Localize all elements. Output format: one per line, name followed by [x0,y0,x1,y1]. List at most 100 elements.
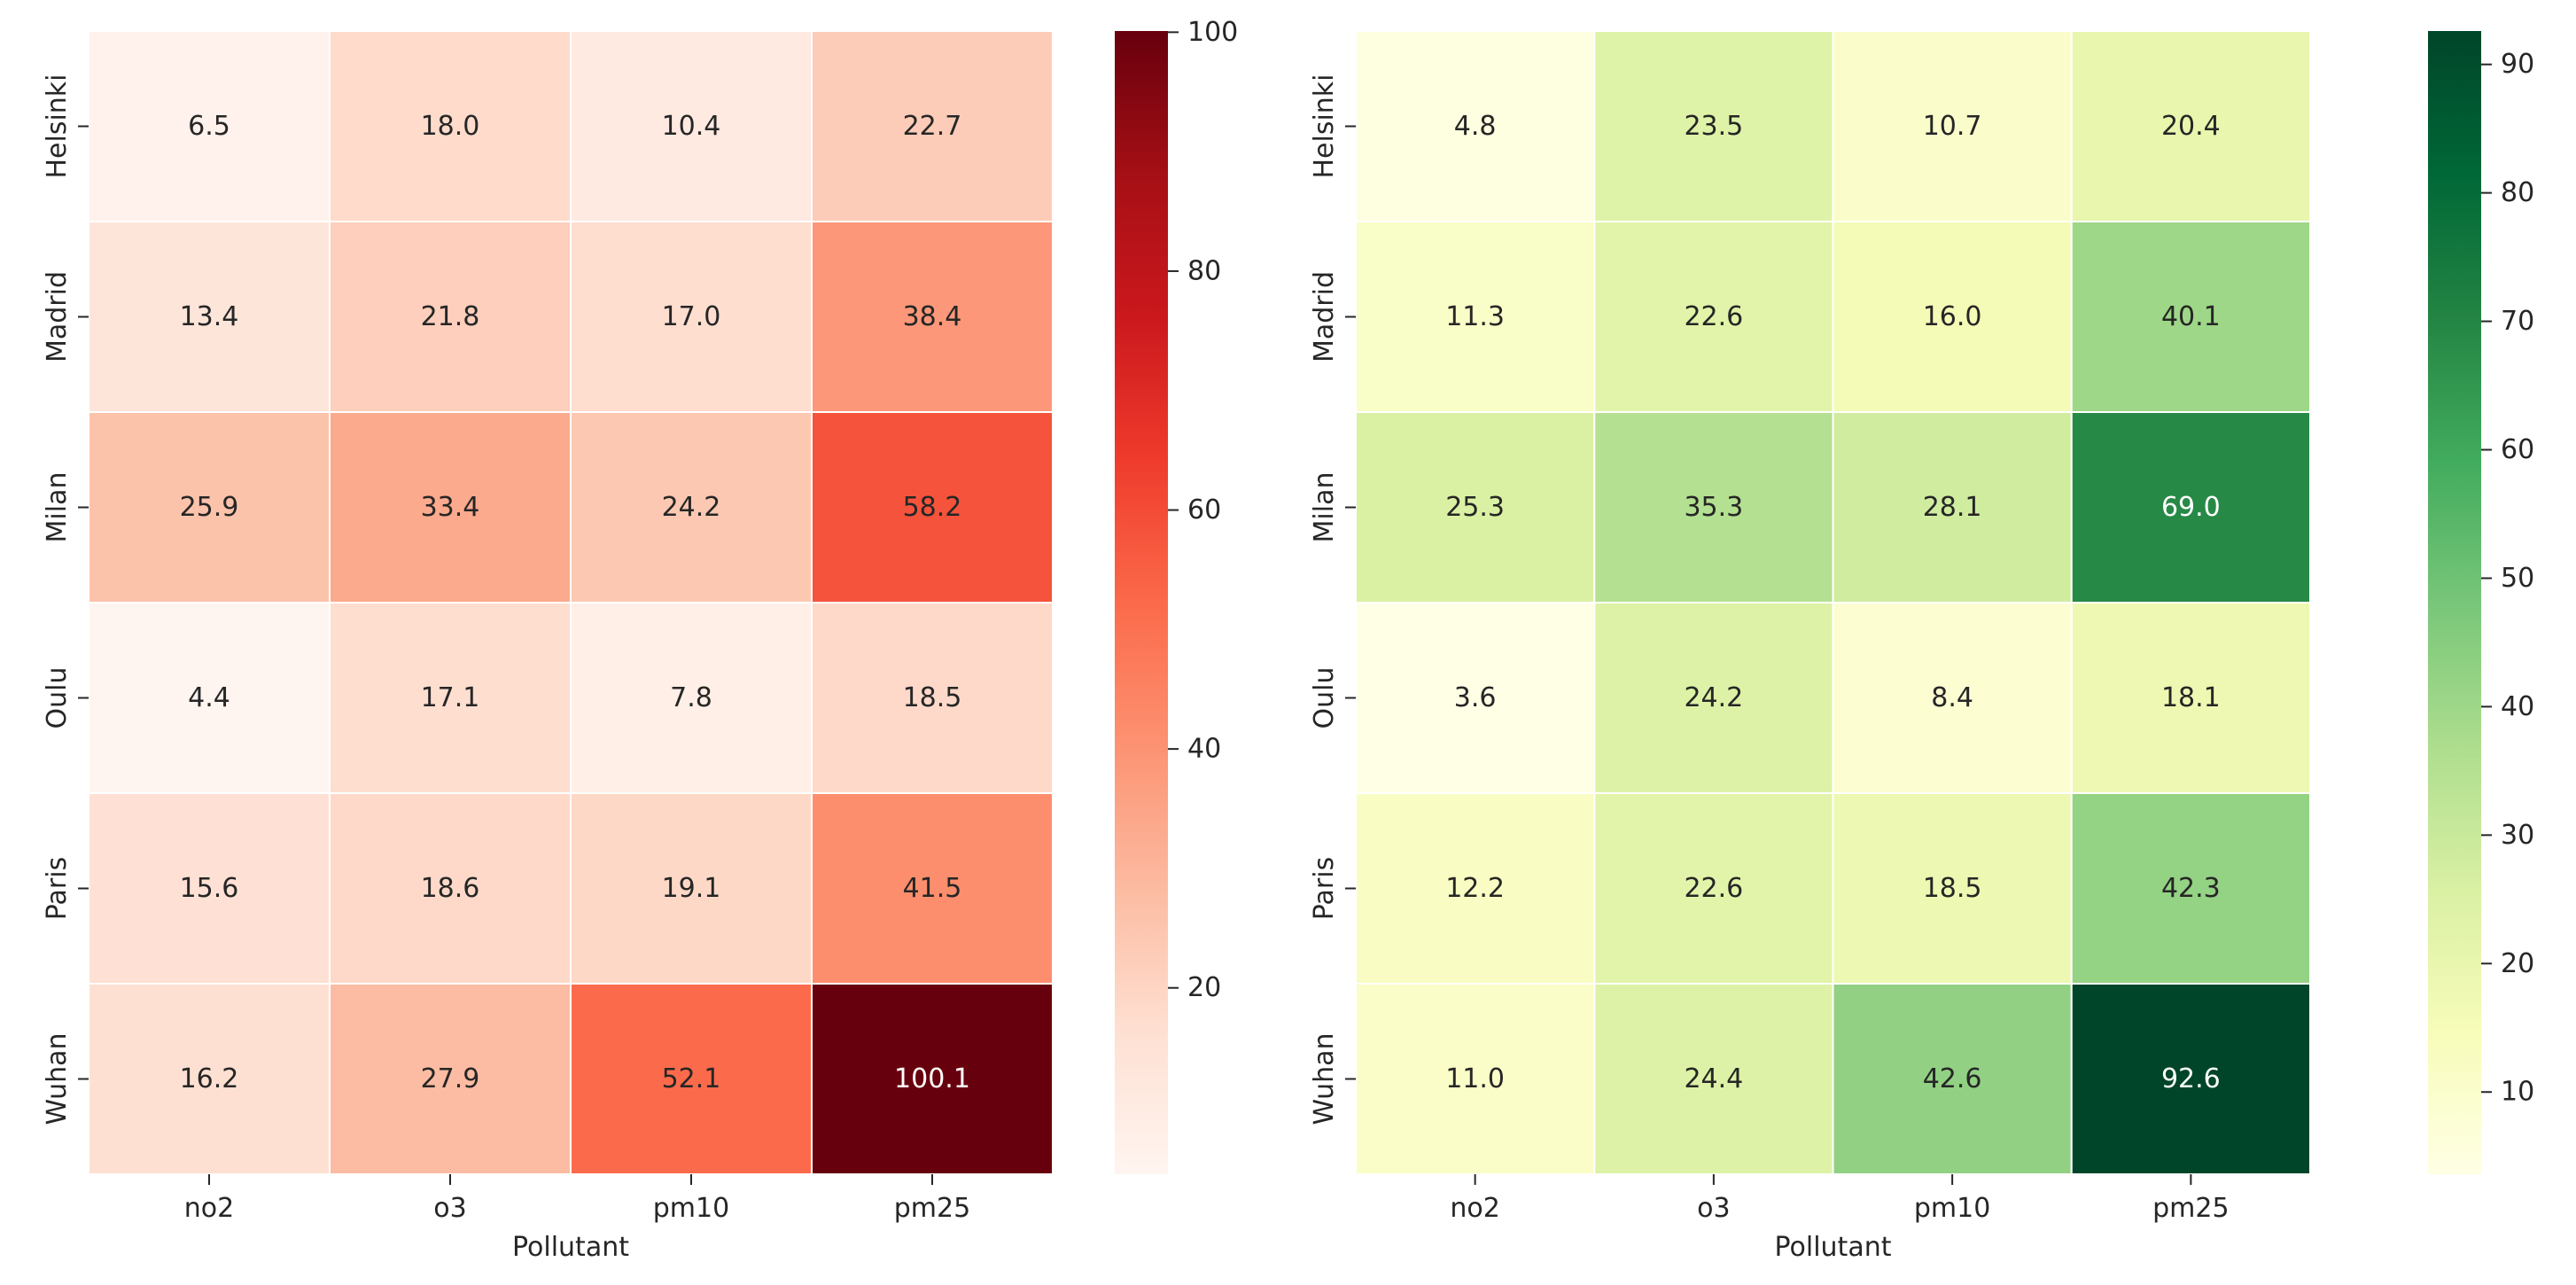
colorbar-tick-label: 40 [1187,734,1221,765]
cell-value-label: 18.5 [1923,873,1982,904]
y-tick-label: Oulu [1309,667,1340,729]
heatmap-cell [2070,30,2311,222]
cell-value-label: 40.1 [2161,301,2221,332]
cell-value-label: 6.5 [188,111,230,142]
y-tick-label: Oulu [42,667,73,729]
x-axis-label: Pollutant [512,1232,629,1263]
heatmap-cell [329,792,572,985]
cell-value-label: 13.4 [180,301,239,332]
x-tick-label: no2 [184,1193,234,1224]
cell-value-label: 42.3 [2161,873,2221,904]
colorbar-tick-label: 30 [2501,820,2534,851]
heatmap-cell [1355,411,1596,604]
cell-value-label: 58.2 [903,492,962,523]
heatmap-panel-1: 6.5 18.0 10.4 22.7 13.4 21.8 17.0 38.4 25.9 33.4 2… [42,17,1238,1263]
colorbar-tick-label: 80 [1187,255,1221,286]
cell-value-label: 4.4 [188,682,230,713]
heatmap-cell [811,411,1054,604]
cell-value-label: 42.6 [1923,1063,1982,1094]
heatmap-cell [570,983,813,1175]
y-tick-label: Paris [1309,857,1340,920]
heatmap-cell [329,411,572,604]
heatmap-cell [1593,30,1834,222]
cell-value-label: 4.8 [1454,111,1497,142]
colorbar-tick-label: 60 [2501,434,2534,465]
cell-value-label: 41.5 [903,873,962,904]
cell-value-label: 11.0 [1445,1063,1505,1094]
colorbar [2428,31,2481,1174]
y-tick-label: Madrid [1309,271,1340,362]
cell-value-label: 25.9 [180,492,239,523]
heatmap-cell [88,983,331,1175]
colorbar-tick-label: 20 [2501,948,2534,979]
x-tick-label: no2 [1450,1193,1499,1224]
colorbar-tick-label: 10 [2501,1077,2534,1108]
heatmap-cell [329,30,572,222]
y-tick-label: Milan [1309,472,1340,543]
cell-value-label: 15.6 [180,873,239,904]
cell-value-label: 11.3 [1445,301,1505,332]
cell-value-label: 17.1 [421,682,480,713]
heatmap-cell [570,602,813,794]
cell-value-label: 12.2 [1445,873,1505,904]
heatmap-cell [2070,983,2311,1175]
cell-value-label: 92.6 [2161,1063,2221,1094]
cell-value-label: 18.5 [903,682,962,713]
x-tick-label: pm25 [2152,1193,2229,1224]
heatmap-cell [329,221,572,413]
cell-value-label: 24.2 [662,492,721,523]
heatmap-cell [1832,30,2073,222]
cell-value-label: 7.8 [670,682,712,713]
heatmap-cell [1832,983,2073,1175]
heatmap-cell [1832,792,2073,985]
x-axis-label: Pollutant [1775,1232,1892,1263]
heatmap-cell [811,792,1054,985]
heatmap-cell [811,30,1054,222]
heatmap-cell [1832,411,2073,604]
heatmap-cell [1593,602,1834,794]
heatmap-cell [88,792,331,985]
colorbar-tick-label: 20 [1187,972,1221,1003]
cell-value-label: 25.3 [1445,492,1505,523]
cell-value-label: 69.0 [2161,492,2221,523]
x-tick-label: pm10 [653,1193,729,1224]
cell-value-label: 100.1 [894,1063,970,1094]
cell-value-label: 22.6 [1684,873,1743,904]
cell-value-label: 33.4 [421,492,480,523]
x-tick-label: pm10 [1914,1193,1990,1224]
heatmap-cell [329,602,572,794]
cell-value-label: 22.7 [903,111,962,142]
y-tick-label: Wuhan [1309,1032,1340,1125]
cell-value-label: 10.4 [662,111,721,142]
heatmap-cell [1593,792,1834,985]
colorbar-tick-label: 70 [2501,306,2534,337]
cell-value-label: 28.1 [1923,492,1982,523]
heatmap-cell [1593,221,1834,413]
y-tick-label: Paris [42,857,73,920]
cell-value-label: 20.4 [2161,111,2221,142]
x-tick-label: pm25 [894,1193,970,1224]
colorbar-tick-label: 60 [1187,495,1221,526]
cell-value-label: 21.8 [421,301,480,332]
cell-value-label: 24.2 [1684,682,1743,713]
heatmap-cell [570,30,813,222]
colorbar-tick-label: 80 [2501,177,2534,208]
heatmap-cell [88,221,331,413]
colorbar-tick-label: 50 [2501,563,2534,594]
colorbar-tick-label: 90 [2501,49,2534,80]
heatmap-cell [2070,602,2311,794]
colorbar-tick-label: 40 [2501,691,2534,722]
colorbar-tick-label: 100 [1187,17,1238,48]
heatmap-cell [2070,792,2311,985]
y-tick-label: Wuhan [42,1032,73,1125]
cell-value-label: 8.4 [1931,682,1973,713]
cell-value-label: 23.5 [1684,111,1743,142]
cell-value-label: 35.3 [1684,492,1743,523]
cell-value-label: 3.6 [1454,682,1497,713]
heatmap-cell [1832,602,2073,794]
cell-value-label: 18.1 [2161,682,2221,713]
y-tick-label: Helsinki [1309,74,1340,178]
cell-value-label: 18.6 [421,873,480,904]
cell-value-label: 17.0 [662,301,721,332]
